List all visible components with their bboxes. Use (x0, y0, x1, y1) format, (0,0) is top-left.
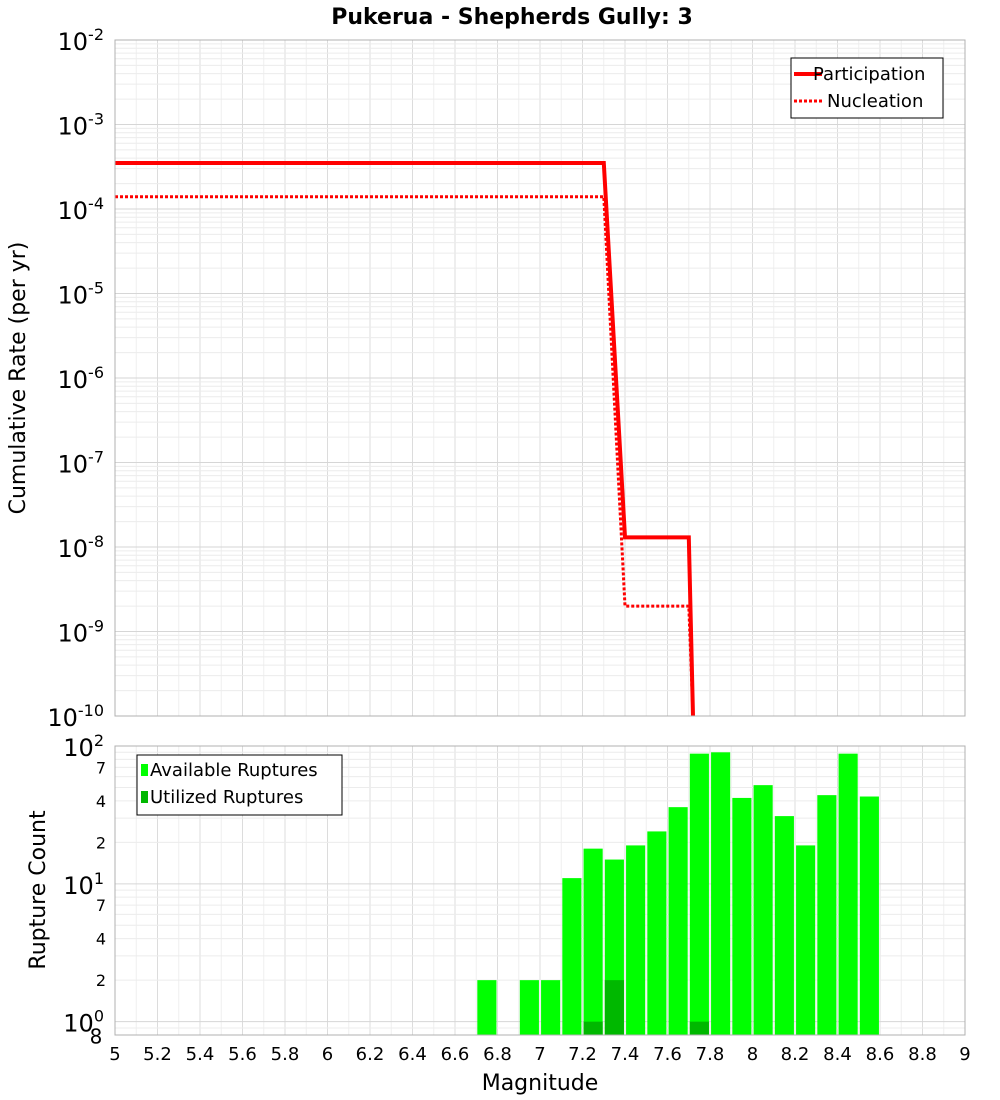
available-rupture-bar (647, 831, 667, 1035)
x-tick-label: 6.6 (441, 1044, 470, 1065)
x-tick-label: 5.4 (186, 1044, 215, 1065)
available-rupture-bar (689, 753, 709, 1035)
rate-lines (115, 161, 695, 716)
legend-label: Nucleation (827, 91, 923, 112)
utilized-rupture-bar (689, 1021, 709, 1035)
available-rupture-bar (668, 807, 688, 1035)
x-tick-label: 8.8 (908, 1044, 937, 1065)
count-legend: Available Ruptures Utilized Ruptures (136, 754, 343, 816)
count-plot-frame (114, 745, 966, 1036)
x-tick-label: 7.8 (696, 1044, 725, 1065)
y-tick-label: 10-5 (58, 279, 105, 310)
y-tick-label: 10-8 (58, 532, 105, 563)
x-tick-label: 7.4 (611, 1044, 640, 1065)
y-tick-label: 10-4 (58, 194, 105, 225)
legend-utilized-swatch (141, 791, 148, 803)
y-major-tick-label: 100 (63, 1007, 104, 1038)
rupture-bars (477, 752, 879, 1035)
available-rupture-bar (711, 752, 731, 1035)
x-ticks: 5 5.2 5.4 5.6 5.8 6 6.2 6.4 6.6 6.8 7 7.2 7.4 7.6 7.8 8… (109, 1044, 970, 1065)
available-rupture-bar (774, 816, 794, 1035)
chart-title: Pukerua - Shepherds Gully: 3 (331, 5, 693, 30)
x-tick-label: 6.2 (356, 1044, 385, 1065)
available-rupture-bar (562, 878, 582, 1035)
x-tick-label: 6 (322, 1044, 333, 1065)
y-major-tick-label: 102 (63, 731, 104, 762)
available-rupture-bar (626, 845, 646, 1035)
y-minor-tick-label: 7 (96, 758, 106, 777)
y-tick-label: 10-3 (58, 110, 105, 141)
x-tick-label: 8 (747, 1044, 758, 1065)
x-tick-label: 5 (109, 1044, 120, 1065)
rate-y-ticks: 10-10 10-9 10-8 10-7 10-6 10-5 10-4 10-3 10-2 (47, 25, 104, 732)
available-rupture-bar (477, 980, 497, 1035)
rate-plot-grid (114, 40, 966, 717)
available-rupture-bar (732, 797, 752, 1035)
x-tick-label: 8.6 (866, 1044, 895, 1065)
y-minor-tick-label: 7 (96, 896, 106, 915)
x-tick-label: 9 (959, 1044, 970, 1065)
x-axis-title: Magnitude (482, 1071, 599, 1096)
y-tick-label: 10-10 (47, 701, 104, 732)
utilized-rupture-bar (583, 1021, 603, 1035)
participation-line (115, 161, 695, 716)
utilized-rupture-bar (604, 980, 624, 1035)
legend-label: Utilized Ruptures (150, 787, 303, 808)
y-tick-label: 10-9 (58, 617, 105, 648)
y-major-tick-label: 101 (63, 869, 104, 900)
legend-box (790, 57, 944, 119)
available-rupture-bar (519, 980, 539, 1035)
rate-plot-frame (114, 39, 966, 717)
legend-label: Available Ruptures (150, 760, 318, 781)
x-tick-label: 7.6 (653, 1044, 682, 1065)
x-tick-label: 6.4 (398, 1044, 427, 1065)
available-rupture-bar (583, 848, 603, 1035)
y-minor-tick-label: 8 (90, 1025, 103, 1049)
available-rupture-bar (859, 796, 879, 1035)
y-tick-label: 10-7 (58, 448, 105, 479)
legend-box (136, 754, 343, 816)
y-minor-tick-label: 4 (96, 930, 106, 949)
available-rupture-bar (817, 795, 837, 1035)
available-rupture-bar (838, 753, 858, 1035)
y-minor-tick-label: 2 (96, 971, 106, 990)
x-tick-label: 5.2 (143, 1044, 172, 1065)
available-rupture-bar (753, 785, 773, 1035)
legend-label: Participation (813, 64, 925, 85)
y-minor-tick-label: 2 (96, 833, 106, 852)
available-rupture-bar (796, 845, 816, 1035)
legend-available-swatch (141, 764, 148, 776)
x-tick-label: 8.4 (823, 1044, 852, 1065)
y-tick-label: 10-2 (58, 25, 105, 56)
x-tick-label: 6.8 (483, 1044, 512, 1065)
available-rupture-bar (541, 980, 561, 1035)
y-axis-title-rate: Cumulative Rate (per yr) (6, 242, 31, 515)
y-axis-title-count: Rupture Count (26, 810, 51, 970)
x-tick-label: 5.8 (271, 1044, 300, 1065)
nucleation-line (115, 195, 695, 716)
x-tick-label: 7 (534, 1044, 545, 1065)
y-tick-label: 10-6 (58, 363, 105, 394)
y-minor-tick-label: 4 (96, 792, 106, 811)
x-tick-label: 7.2 (568, 1044, 597, 1065)
rate-legend: Participation Nucleation (790, 57, 944, 119)
x-tick-label: 5.6 (228, 1044, 257, 1065)
x-tick-label: 8.2 (781, 1044, 810, 1065)
